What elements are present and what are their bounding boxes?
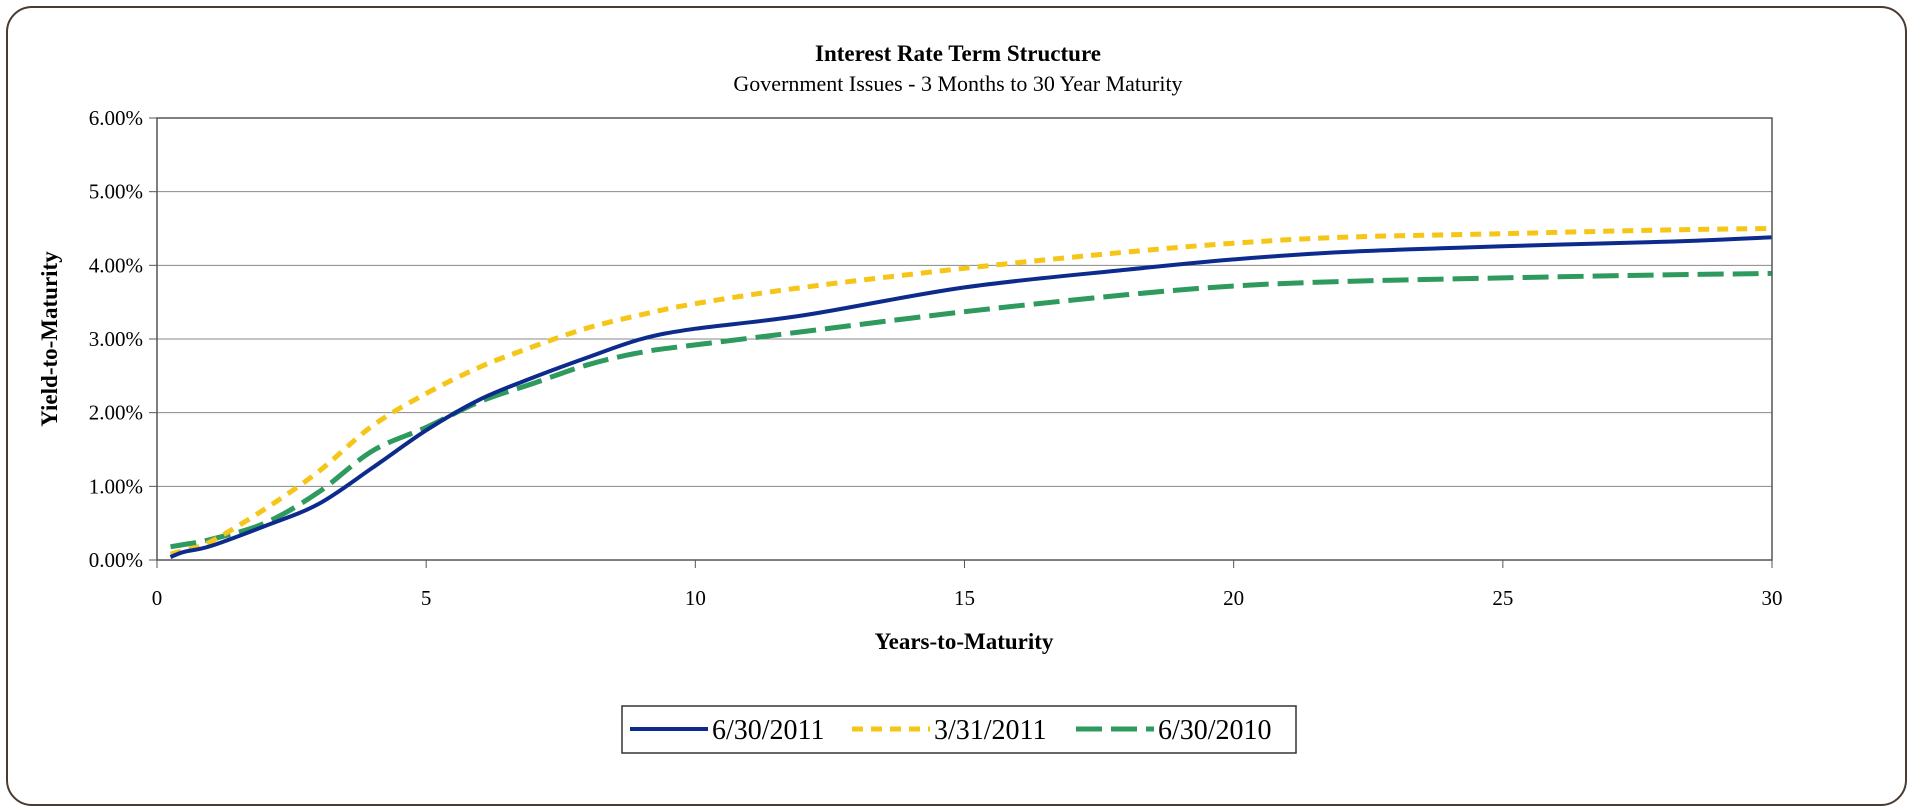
legend-entry: 6/30/2010 bbox=[1158, 715, 1272, 746]
x-axis-ticks: 0 5 10 15 20 25 30 bbox=[152, 560, 1783, 610]
chart: Interest Rate Term Structure Government … bbox=[37, 41, 1783, 754]
y-tick-label: 5.00% bbox=[89, 180, 143, 204]
y-tick-label: 2.00% bbox=[89, 401, 143, 425]
series-lines bbox=[169, 226, 1773, 559]
series-line-6-30-2010 bbox=[170, 270, 1773, 550]
x-tick-label: 15 bbox=[954, 586, 975, 610]
y-tick-label: 6.00% bbox=[89, 106, 143, 130]
y-tick-label: 0.00% bbox=[89, 548, 143, 572]
gridlines bbox=[157, 117, 1772, 561]
x-tick-label: 5 bbox=[421, 586, 432, 610]
x-tick-label: 30 bbox=[1762, 586, 1783, 610]
x-tick-label: 20 bbox=[1223, 586, 1244, 610]
legend-box bbox=[621, 705, 1297, 754]
x-tick-label: 0 bbox=[152, 586, 163, 610]
series-line-6-30-2011 bbox=[169, 235, 1773, 559]
chart-subtitle: Government Issues - 3 Months to 30 Year … bbox=[733, 71, 1182, 96]
chart-frame bbox=[6, 6, 1907, 806]
y-axis-ticks: 0.00% 1.00% 2.00% 3.00% 4.00% 5.00% 6.00% bbox=[89, 106, 157, 572]
x-tick-label: 10 bbox=[685, 586, 706, 610]
legend-entry: 6/30/2011 bbox=[712, 715, 825, 746]
series-line-3-31-2011 bbox=[169, 226, 1773, 557]
plot-area bbox=[156, 117, 1773, 561]
chart-title: Interest Rate Term Structure bbox=[815, 41, 1101, 66]
y-tick-label: 1.00% bbox=[89, 474, 143, 498]
y-tick-label: 3.00% bbox=[89, 327, 143, 351]
y-axis-label: Yield-to-Maturity bbox=[37, 251, 62, 427]
x-tick-label: 25 bbox=[1492, 586, 1513, 610]
y-tick-label: 4.00% bbox=[89, 253, 143, 277]
legend: 6/30/2011 3/31/2011 6/30/2010 bbox=[630, 715, 1272, 746]
x-axis-label: Years-to-Maturity bbox=[875, 629, 1054, 654]
legend-entry: 3/31/2011 bbox=[934, 715, 1047, 746]
